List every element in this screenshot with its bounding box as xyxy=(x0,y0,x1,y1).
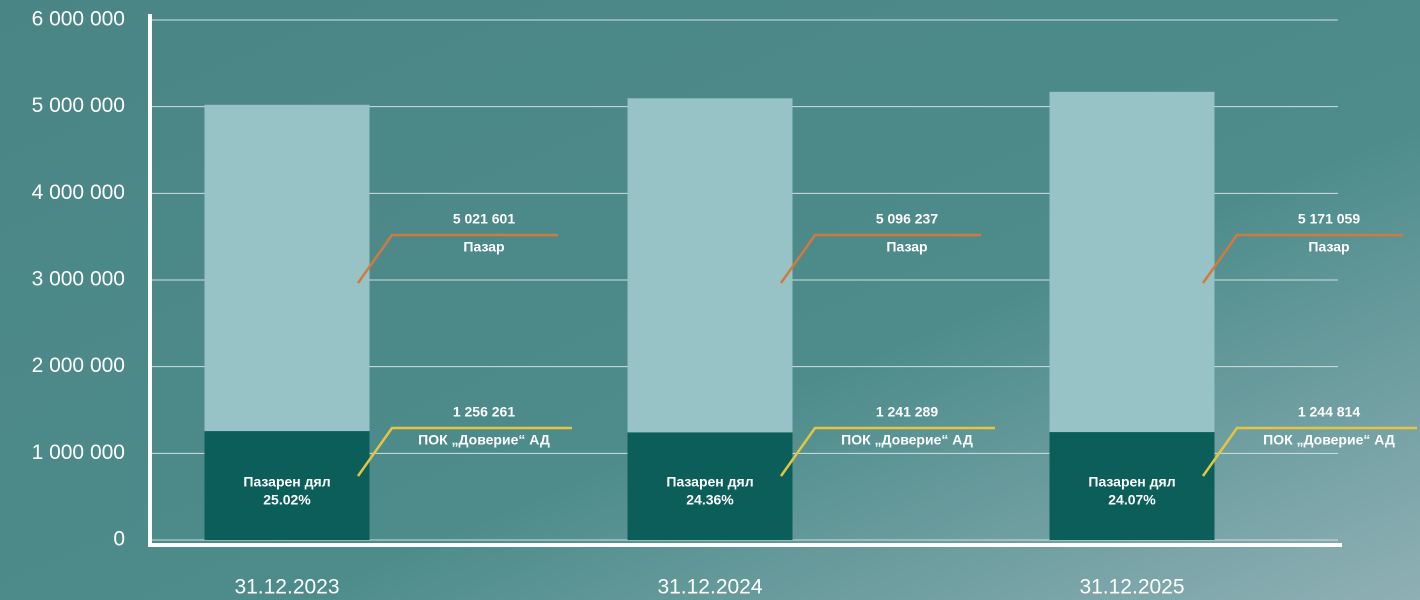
share-value: 25.02% xyxy=(263,492,311,508)
bar xyxy=(627,432,793,540)
data-label: 1 244 814 xyxy=(1298,404,1360,420)
share-label: Пазарен дял xyxy=(243,474,330,490)
callout-line xyxy=(779,233,981,284)
y-tick-label: 0 xyxy=(113,528,125,551)
y-tick-label: 4 000 000 xyxy=(32,181,125,204)
data-label: 5 021 601 xyxy=(453,211,515,227)
callout-line xyxy=(1201,426,1417,477)
series-name: Пазар xyxy=(463,239,504,255)
y-tick-label: 2 000 000 xyxy=(32,354,125,377)
callout-line xyxy=(356,233,558,284)
series-name: Пазар xyxy=(886,239,927,255)
series-name: ПОК „Доверие“ АД xyxy=(418,432,550,448)
y-tick-label: 1 000 000 xyxy=(32,441,125,464)
data-label: 1 256 261 xyxy=(453,404,515,420)
data-label: 5 096 237 xyxy=(876,211,938,227)
x-tick-label: 31.12.2024 xyxy=(657,576,762,599)
series-name: ПОК „Доверие“ АД xyxy=(1263,432,1395,448)
bar xyxy=(1049,432,1215,540)
callout-line xyxy=(356,426,572,477)
share-label: Пазарен дял xyxy=(1088,474,1175,490)
share-value: 24.07% xyxy=(1108,492,1156,508)
data-label: 1 241 289 xyxy=(876,404,938,420)
series-name: ПОК „Доверие“ АД xyxy=(841,432,973,448)
x-tick-label: 31.12.2025 xyxy=(1079,576,1184,599)
y-tick-label: 6 000 000 xyxy=(32,8,125,31)
callout-line xyxy=(779,426,995,477)
y-tick-label: 5 000 000 xyxy=(32,94,125,117)
y-tick-label: 3 000 000 xyxy=(32,268,125,291)
share-value: 24.36% xyxy=(686,492,734,508)
callout-line xyxy=(1201,233,1403,284)
share-label: Пазарен дял xyxy=(666,474,753,490)
x-tick-label: 31.12.2023 xyxy=(234,576,339,599)
bar xyxy=(204,431,370,540)
series-name: Пазар xyxy=(1308,239,1349,255)
data-label: 5 171 059 xyxy=(1298,211,1360,227)
